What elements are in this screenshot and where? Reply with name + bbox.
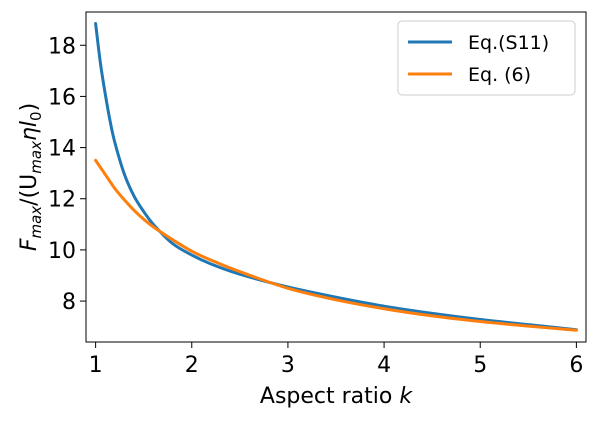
y-tick-label: 14: [48, 137, 76, 162]
series-layer: [94, 22, 578, 332]
x-tick-label: 5: [473, 353, 487, 378]
y-tick-label: 18: [48, 34, 76, 59]
legend: Eq.(S11) Eq. (6): [397, 20, 576, 96]
y-tick-label: 16: [48, 85, 76, 110]
x-tick-label: 2: [185, 353, 199, 378]
y-tick-label: 10: [48, 239, 76, 264]
y-axis-label: Fmax/(Umaxηl0): [17, 103, 45, 251]
x-tick-label: 3: [281, 353, 295, 378]
legend-box: [397, 20, 576, 96]
legend-label-eq-s11: Eq.(S11): [468, 32, 549, 54]
x-tick-label: 4: [377, 353, 391, 378]
y-tick-label: 8: [62, 290, 76, 315]
x-tick-label: 6: [569, 353, 583, 378]
plot-frame: [85, 11, 587, 343]
x-axis-label: Aspect ratio k: [260, 384, 413, 409]
series-line-eq-s11: [94, 22, 578, 332]
y-tick-label: 12: [48, 188, 76, 213]
series-line-eq-6: [94, 158, 578, 332]
x-tick-label: 1: [89, 353, 103, 378]
legend-label-eq-6: Eq. (6): [468, 64, 531, 86]
